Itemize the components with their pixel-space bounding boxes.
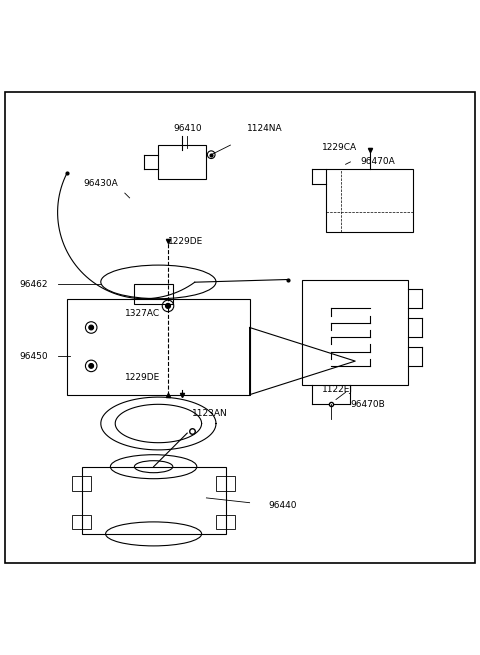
Text: 1124NA: 1124NA [247, 124, 283, 133]
Circle shape [89, 325, 94, 330]
Bar [216, 476, 235, 491]
Text: 1123AN: 1123AN [192, 409, 228, 419]
Text: 1122EJ: 1122EJ [322, 385, 353, 394]
Bar [72, 515, 91, 529]
Text: 96410: 96410 [173, 124, 202, 133]
Text: 1229DE: 1229DE [168, 236, 203, 246]
Text: 96462: 96462 [19, 280, 48, 289]
Bar [82, 467, 226, 534]
Bar [158, 145, 206, 179]
Text: 96470A: 96470A [360, 157, 395, 166]
Bar [134, 284, 173, 303]
Text: 96430A: 96430A [84, 179, 118, 188]
Text: 96470B: 96470B [350, 400, 385, 409]
Bar [302, 280, 408, 385]
Text: 1327AC: 1327AC [125, 309, 160, 318]
Bar [67, 299, 250, 395]
Text: 1229DE: 1229DE [125, 373, 160, 383]
Circle shape [89, 364, 94, 368]
Circle shape [166, 303, 170, 309]
Text: 1229CA: 1229CA [322, 143, 357, 152]
Text: 96450: 96450 [19, 352, 48, 361]
Bar [72, 476, 91, 491]
Bar [326, 169, 413, 231]
Bar [216, 515, 235, 529]
Text: 96440: 96440 [269, 500, 297, 510]
